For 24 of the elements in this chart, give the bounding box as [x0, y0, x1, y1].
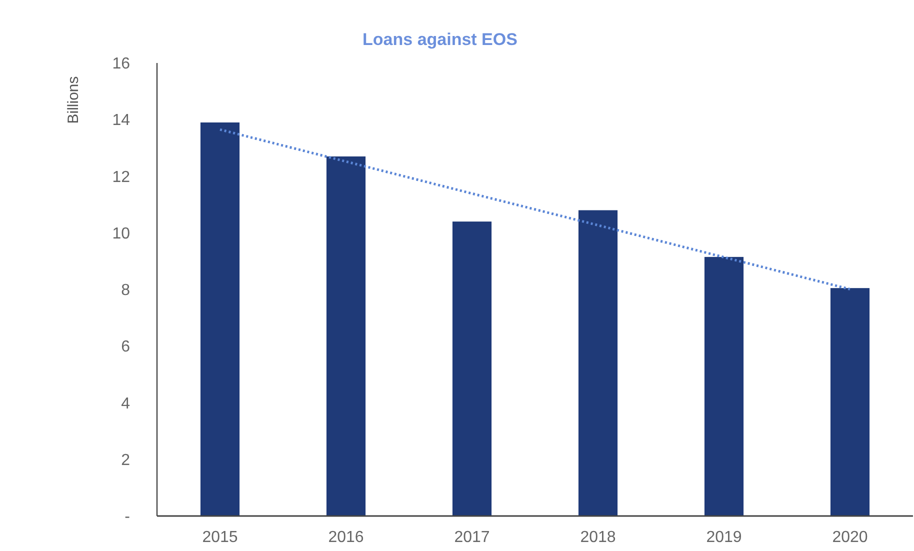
- bar: [578, 210, 618, 516]
- x-tick-label: 2016: [328, 529, 364, 546]
- y-tick-label: 16: [112, 56, 130, 73]
- x-tick-label: 2015: [202, 529, 238, 546]
- bar: [326, 156, 366, 516]
- y-tick-label: 14: [112, 112, 130, 130]
- y-tick-label: 4: [121, 395, 130, 412]
- bar: [452, 222, 492, 516]
- y-tick-label: 12: [112, 168, 130, 186]
- y-tick-label: 10: [112, 225, 130, 242]
- y-tick-label: -: [124, 508, 130, 526]
- x-tick-label: 2019: [706, 529, 742, 546]
- y-axis-title: Billions: [65, 76, 82, 124]
- y-tick-label: 8: [121, 282, 130, 300]
- chart-title: Loans against EOS: [362, 30, 518, 49]
- bar: [830, 288, 870, 516]
- bar: [704, 256, 744, 516]
- x-tick-label: 2018: [580, 529, 616, 546]
- bar: [200, 122, 240, 516]
- x-tick-label: 2017: [454, 529, 490, 546]
- y-tick-label: 6: [121, 338, 130, 356]
- x-tick-label: 2020: [832, 529, 868, 546]
- line-series: [218, 128, 852, 290]
- y-tick-label: 2: [121, 452, 130, 469]
